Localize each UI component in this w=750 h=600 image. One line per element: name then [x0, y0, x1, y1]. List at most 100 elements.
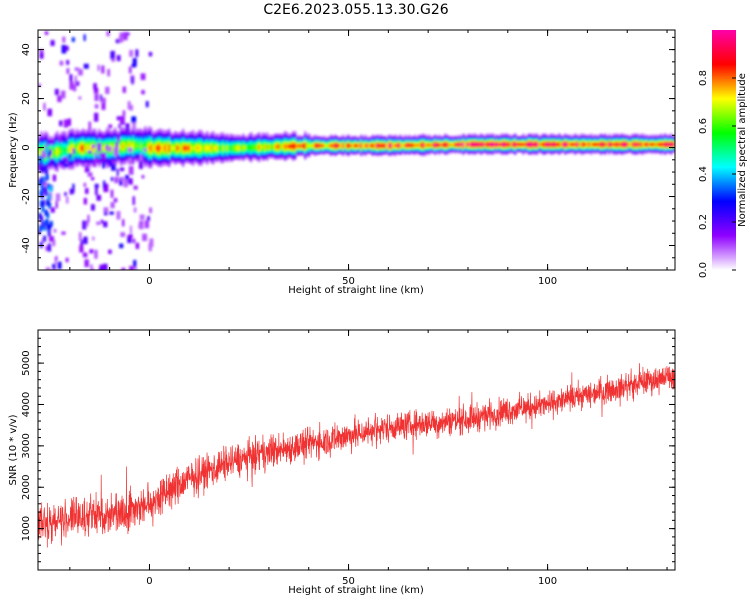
- spectrogram-cell: [238, 156, 241, 159]
- spectrogram-cell: [42, 143, 45, 146]
- spectrogram-cell: [316, 140, 319, 143]
- spectrogram-cell: [232, 150, 235, 153]
- spectrogram-cell: [364, 135, 367, 138]
- spectrogram-cell: [346, 153, 349, 155]
- spectrogram-cell: [238, 155, 241, 158]
- spectrogram-cell: [416, 137, 419, 139]
- spectrogram-cell: [168, 148, 171, 150]
- spectrogram-cell: [230, 150, 233, 153]
- spectrogram-cell: [64, 150, 67, 153]
- spectrogram-cell: [344, 144, 347, 147]
- spectrogram-cell: [130, 138, 133, 141]
- spectrogram-cell: [140, 131, 143, 133]
- spectrogram-cell: [382, 137, 385, 139]
- spectrogram-cell: [84, 149, 87, 152]
- spectrogram-cell: [424, 137, 427, 139]
- spectrogram-cell: [172, 139, 175, 142]
- spectrogram-cell: [46, 161, 49, 164]
- spectrogram-cell: [258, 138, 261, 141]
- spectrogram-cell: [400, 140, 403, 143]
- spectrogram-cell: [88, 134, 91, 137]
- spectrogram-cell: [462, 144, 465, 147]
- spectrogram-cell: [496, 146, 499, 149]
- spectrogram-cell: [60, 156, 63, 159]
- spectrogram-cell: [158, 161, 161, 164]
- spectrogram-cell: [160, 161, 163, 164]
- spectrogram-cell: [52, 148, 55, 150]
- spectrogram-cell: [114, 144, 117, 147]
- spectrogram-cell: [286, 133, 289, 136]
- spectrogram-cell: [202, 145, 205, 148]
- spectrogram-cell: [220, 160, 223, 163]
- spectrogram-cell: [338, 151, 341, 154]
- spectrogram-cell: [158, 154, 161, 157]
- spectrogram-cell: [108, 143, 111, 146]
- spectrogram-cell: [258, 142, 261, 144]
- spectrogram-cell: [76, 137, 79, 139]
- spectrogram-cell: [160, 128, 163, 131]
- spectrogram-cell: [56, 166, 59, 169]
- spectrogram-cell: [148, 137, 151, 139]
- spectrogram-cell: [182, 161, 185, 164]
- spectrogram-cell: [40, 144, 43, 147]
- spectrogram-cell: [264, 146, 267, 149]
- spectrogram-cell: [328, 137, 331, 139]
- spectrogram-cell: [174, 144, 177, 147]
- spectrogram-cell: [434, 146, 437, 149]
- spectrogram-cell: [216, 153, 219, 155]
- spectrogram-cell: [62, 164, 65, 166]
- spectrogram-cell: [92, 134, 95, 137]
- spectrogram-cell: [342, 139, 345, 142]
- spectrogram-cell: [480, 143, 483, 146]
- spectrogram-cell: [66, 145, 69, 148]
- spectrogram-cell: [78, 162, 81, 165]
- spectrogram-cell: [58, 153, 61, 155]
- spectrogram-cell: [70, 167, 73, 170]
- spectrogram-cell: [210, 132, 213, 135]
- spectrogram-cell: [314, 135, 317, 138]
- spectrogram-cell: [434, 138, 437, 141]
- spectrogram-cell: [282, 156, 285, 159]
- spectrogram-cell: [130, 133, 133, 136]
- spectrogram-cell: [218, 157, 221, 160]
- spectrogram-cell: [246, 135, 249, 138]
- spectrogram-cell: [106, 132, 109, 135]
- spectrogram-cell: [94, 137, 97, 139]
- spectrogram-cell: [420, 148, 423, 150]
- spectrogram-cell: [330, 145, 333, 148]
- spectrogram-cell: [52, 153, 55, 155]
- spectrogram-cell: [172, 143, 175, 146]
- spectrogram-cell: [46, 157, 49, 160]
- spectrogram-cell: [44, 161, 47, 164]
- spectrogram-cell: [468, 142, 471, 144]
- spectrogram-cell: [66, 149, 69, 152]
- spectrogram-cell: [314, 146, 317, 149]
- spectrogram-cell: [450, 143, 453, 146]
- spectrogram-cell: [180, 155, 183, 158]
- spectrogram-cell: [272, 144, 275, 147]
- spectrogram-cell: [446, 142, 449, 144]
- spectrogram-cell: [250, 149, 253, 152]
- spectrogram-cell: [86, 164, 89, 166]
- spectrogram-cell: [272, 146, 275, 149]
- spectrogram-cell: [228, 157, 231, 160]
- spectrogram-cell: [156, 164, 159, 166]
- spectrogram-cell: [304, 145, 307, 148]
- spectrogram-cell: [162, 132, 165, 135]
- spectrogram-cell: [324, 137, 327, 139]
- spectrogram-cell: [126, 132, 129, 135]
- spectrogram-cell: [328, 151, 331, 154]
- spectrogram-cell: [46, 132, 49, 135]
- spectrogram-cell: [268, 148, 271, 150]
- spectrogram-cell: [382, 150, 385, 153]
- spectrogram-cell: [274, 134, 277, 137]
- spectrogram-cell: [190, 156, 193, 159]
- spectrogram-cell: [92, 157, 95, 160]
- spectrogram-cell: [216, 144, 219, 147]
- spectrogram-cell: [294, 149, 297, 152]
- spectrogram-cell: [218, 135, 221, 138]
- spectrogram-cell: [246, 146, 249, 149]
- spectrogram-cell: [312, 144, 315, 147]
- spectrogram-cell: [112, 140, 115, 143]
- spectrogram-cell: [184, 148, 187, 150]
